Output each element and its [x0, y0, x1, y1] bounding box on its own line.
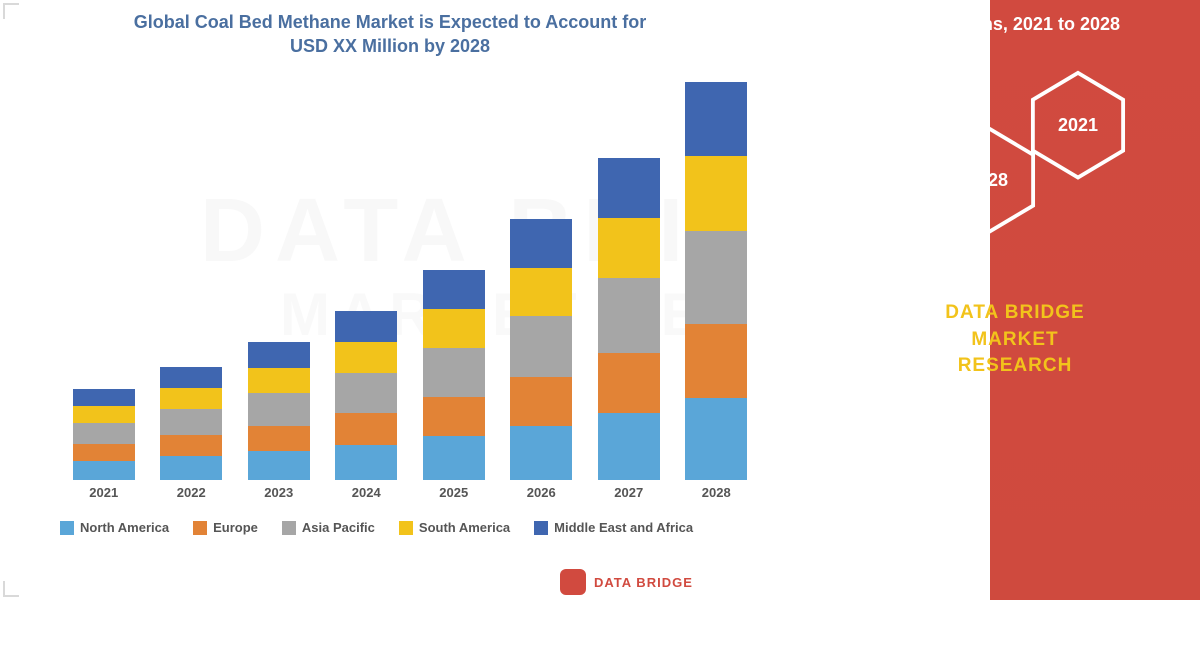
x-label: 2028	[685, 485, 747, 500]
hex-2028: 2028	[940, 125, 1036, 235]
seg-north-america	[160, 456, 222, 480]
x-label: 2021	[73, 485, 135, 500]
seg-asia-pacific	[73, 423, 135, 444]
seg-north-america	[73, 461, 135, 480]
legend: North America Europe Asia Pacific South Ame…	[60, 520, 800, 535]
bar-stack	[510, 219, 572, 480]
seg-asia-pacific	[598, 278, 660, 353]
bar-2022	[160, 367, 222, 480]
bar-stack	[335, 311, 397, 481]
seg-south-america	[598, 218, 660, 278]
legend-swatch	[60, 521, 74, 535]
chart-title-line1: Global Coal Bed Methane Market is Expect…	[134, 12, 646, 32]
seg-asia-pacific	[423, 348, 485, 398]
seg-europe	[685, 324, 747, 398]
x-label: 2022	[160, 485, 222, 500]
footer-logo-text: DATA BRIDGE	[594, 575, 693, 590]
hex-2028-label: 2028	[968, 170, 1008, 191]
seg-south-america	[73, 406, 135, 423]
legend-swatch	[399, 521, 413, 535]
bar-2023	[248, 342, 310, 480]
seg-asia-pacific	[685, 231, 747, 324]
bar-2021	[73, 389, 135, 480]
seg-middle-east-and-africa	[685, 82, 747, 156]
seg-asia-pacific	[510, 316, 572, 377]
bar-stack	[248, 342, 310, 480]
seg-north-america	[685, 398, 747, 480]
footer-logo: DATA BRIDGE	[560, 569, 693, 595]
x-axis-labels: 2021 2022 2023 2024 2025 2026 2027 2028	[60, 485, 760, 500]
brand-line1: DATA BRIDGE MARKET	[945, 302, 1084, 350]
seg-north-america	[598, 413, 660, 480]
x-label: 2027	[598, 485, 660, 500]
legend-item: Asia Pacific	[282, 520, 375, 535]
legend-swatch	[193, 521, 207, 535]
seg-north-america	[423, 436, 485, 480]
legend-label: North America	[80, 520, 169, 535]
bar-stack	[423, 270, 485, 480]
hex-2021: 2021	[1030, 70, 1126, 180]
chart-subtitle: By Regions, 2021 to 2028	[904, 14, 1120, 35]
bar-2027	[598, 158, 660, 480]
bar-2026	[510, 219, 572, 480]
seg-south-america	[335, 342, 397, 373]
seg-north-america	[335, 445, 397, 480]
seg-middle-east-and-africa	[510, 219, 572, 268]
x-label: 2025	[423, 485, 485, 500]
seg-europe	[248, 426, 310, 452]
footer-logo-mark	[560, 569, 586, 595]
legend-item: North America	[60, 520, 169, 535]
seg-middle-east-and-africa	[73, 389, 135, 406]
legend-item: Middle East and Africa	[534, 520, 693, 535]
seg-south-america	[160, 388, 222, 409]
seg-south-america	[510, 268, 572, 317]
legend-label: South America	[419, 520, 510, 535]
seg-middle-east-and-africa	[160, 367, 222, 388]
seg-europe	[160, 435, 222, 456]
chart-title-line2: USD XX Million by 2028	[290, 36, 490, 56]
legend-swatch	[282, 521, 296, 535]
seg-europe	[598, 353, 660, 413]
legend-item: South America	[399, 520, 510, 535]
legend-label: Middle East and Africa	[554, 520, 693, 535]
seg-middle-east-and-africa	[248, 342, 310, 368]
seg-europe	[423, 397, 485, 436]
seg-north-america	[248, 451, 310, 480]
brand-line2: RESEARCH	[958, 355, 1073, 376]
hex-2021-label: 2021	[1058, 115, 1098, 136]
x-label: 2023	[248, 485, 310, 500]
bar-2028	[685, 82, 747, 480]
x-label: 2024	[335, 485, 397, 500]
seg-middle-east-and-africa	[598, 158, 660, 218]
seg-europe	[335, 413, 397, 444]
legend-label: Asia Pacific	[302, 520, 375, 535]
seg-south-america	[685, 156, 747, 230]
bar-2025	[423, 270, 485, 480]
hex-badges: 2028 2021	[920, 70, 1160, 250]
bar-stack	[685, 82, 747, 480]
seg-asia-pacific	[335, 373, 397, 413]
seg-asia-pacific	[160, 409, 222, 436]
chart-title: Global Coal Bed Methane Market is Expect…	[60, 10, 720, 59]
bar-stack	[160, 367, 222, 480]
bar-2024	[335, 311, 397, 481]
bars-row	[60, 80, 760, 480]
bar-stack	[73, 389, 135, 480]
seg-europe	[73, 444, 135, 461]
seg-asia-pacific	[248, 393, 310, 425]
seg-middle-east-and-africa	[335, 311, 397, 342]
x-label: 2026	[510, 485, 572, 500]
seg-middle-east-and-africa	[423, 270, 485, 309]
legend-item: Europe	[193, 520, 258, 535]
seg-north-america	[510, 426, 572, 480]
seg-europe	[510, 377, 572, 426]
seg-south-america	[248, 368, 310, 394]
brand-name: DATA BRIDGE MARKET RESEARCH	[900, 300, 1130, 380]
bar-stack	[598, 158, 660, 480]
legend-label: Europe	[213, 520, 258, 535]
seg-south-america	[423, 309, 485, 348]
chart-plot-area	[60, 80, 760, 480]
legend-swatch	[534, 521, 548, 535]
